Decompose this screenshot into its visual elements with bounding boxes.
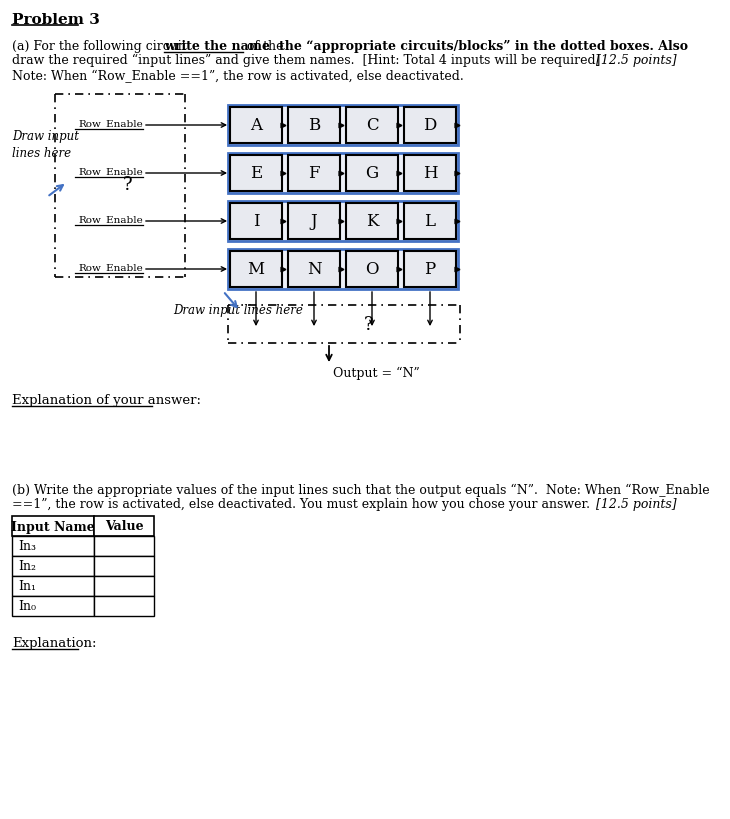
Text: Row_Enable: Row_Enable bbox=[78, 119, 143, 129]
Bar bbox=[288, 156, 340, 192]
Bar bbox=[288, 108, 340, 144]
Text: A: A bbox=[250, 117, 262, 134]
Text: ?: ? bbox=[364, 315, 374, 333]
Bar bbox=[230, 108, 282, 144]
Text: E: E bbox=[250, 165, 262, 183]
Text: Row_Enable: Row_Enable bbox=[78, 167, 143, 176]
Text: Value: Value bbox=[104, 520, 143, 533]
Bar bbox=[12, 577, 94, 596]
Text: H: H bbox=[423, 165, 437, 183]
Bar bbox=[94, 536, 154, 556]
Text: K: K bbox=[366, 213, 378, 230]
Bar bbox=[346, 204, 398, 240]
Text: [12.5 points]: [12.5 points] bbox=[596, 54, 677, 67]
Bar bbox=[404, 156, 456, 192]
Bar bbox=[288, 204, 340, 240]
Bar bbox=[94, 516, 154, 536]
Text: draw the required “input lines” and give them names.  [Hint: Total 4 inputs will: draw the required “input lines” and give… bbox=[12, 54, 601, 67]
Text: ?: ? bbox=[123, 176, 133, 194]
Text: Output = “N”: Output = “N” bbox=[333, 367, 420, 380]
Text: In₁: In₁ bbox=[18, 580, 36, 593]
Text: Explanation of your answer:: Explanation of your answer: bbox=[12, 393, 201, 406]
Text: D: D bbox=[423, 117, 437, 134]
Bar bbox=[228, 154, 458, 194]
Bar bbox=[404, 204, 456, 240]
Text: In₂: In₂ bbox=[18, 560, 36, 572]
Text: (b) Write the appropriate values of the input lines such that the output equals : (b) Write the appropriate values of the … bbox=[12, 483, 710, 496]
Text: N: N bbox=[307, 261, 321, 278]
Text: In₃: In₃ bbox=[18, 540, 36, 553]
Text: of the: of the bbox=[243, 40, 288, 53]
Bar bbox=[228, 201, 458, 242]
Text: Input Name: Input Name bbox=[11, 520, 95, 533]
Text: ==1”, the row is activated, else deactivated. You must explain how you chose you: ==1”, the row is activated, else deactiv… bbox=[12, 497, 590, 510]
Text: Note: When “Row_Enable ==1”, the row is activated, else deactivated.: Note: When “Row_Enable ==1”, the row is … bbox=[12, 70, 464, 83]
Text: I: I bbox=[253, 213, 259, 230]
Text: G: G bbox=[366, 165, 379, 183]
Text: [12.5 points]: [12.5 points] bbox=[596, 497, 677, 510]
Bar bbox=[94, 596, 154, 616]
Text: Draw input lines here: Draw input lines here bbox=[173, 304, 303, 317]
Bar bbox=[12, 556, 94, 577]
Bar bbox=[230, 156, 282, 192]
Text: J: J bbox=[311, 213, 318, 230]
Bar bbox=[228, 250, 458, 290]
Text: write the name: write the name bbox=[164, 40, 270, 53]
Bar bbox=[346, 156, 398, 192]
Bar bbox=[404, 251, 456, 287]
Text: Explanation:: Explanation: bbox=[12, 636, 96, 649]
Text: Problem 3: Problem 3 bbox=[12, 13, 100, 27]
Text: In₀: In₀ bbox=[18, 600, 36, 613]
Text: B: B bbox=[308, 117, 320, 134]
Bar bbox=[94, 556, 154, 577]
Bar bbox=[12, 516, 94, 536]
Bar bbox=[346, 108, 398, 144]
Text: F: F bbox=[308, 165, 320, 183]
Bar bbox=[230, 251, 282, 287]
Bar bbox=[12, 596, 94, 616]
Bar bbox=[228, 106, 458, 146]
Bar bbox=[404, 108, 456, 144]
Text: L: L bbox=[425, 213, 436, 230]
Bar bbox=[288, 251, 340, 287]
Text: (a) For the following circuit: (a) For the following circuit bbox=[12, 40, 191, 53]
Text: P: P bbox=[424, 261, 436, 278]
Bar bbox=[94, 577, 154, 596]
Bar bbox=[12, 536, 94, 556]
Text: the “appropriate circuits/blocks” in the dotted boxes. Also: the “appropriate circuits/blocks” in the… bbox=[279, 40, 688, 53]
Text: Row_Enable: Row_Enable bbox=[78, 215, 143, 224]
Text: C: C bbox=[366, 117, 378, 134]
Bar bbox=[230, 204, 282, 240]
Text: M: M bbox=[247, 261, 264, 278]
Bar bbox=[346, 251, 398, 287]
Text: Row_Enable: Row_Enable bbox=[78, 263, 143, 273]
Text: O: O bbox=[365, 261, 379, 278]
Text: Draw input
lines here: Draw input lines here bbox=[12, 130, 79, 160]
